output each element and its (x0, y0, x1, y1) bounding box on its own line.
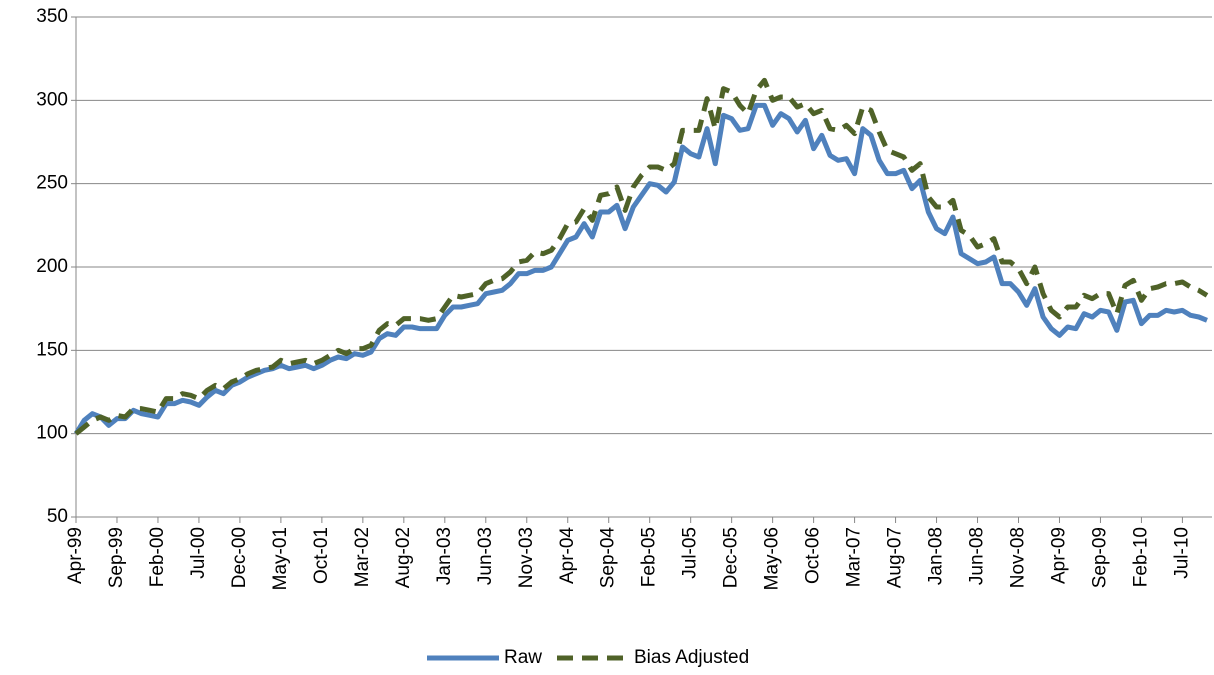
x-tick-label: Jun-08 (967, 527, 988, 585)
x-tick-label: Dec-05 (721, 527, 742, 588)
x-tick-label: Jun-03 (475, 527, 496, 585)
x-tick-label: Mar-02 (352, 527, 373, 587)
x-tick-label: Sep-04 (598, 527, 619, 589)
x-tick-label: Oct-01 (311, 527, 332, 584)
x-tick-label: Mar-07 (844, 527, 865, 587)
x-tick-label: Nov-08 (1008, 527, 1029, 588)
x-tick-label: Sep-99 (106, 527, 127, 588)
x-tick-label: Jul-10 (1171, 527, 1192, 579)
x-tick-label: Apr-04 (557, 527, 578, 584)
x-tick-label: Jan-03 (434, 527, 455, 585)
legend-label: Raw (504, 647, 542, 668)
x-tick-label: Aug-07 (885, 527, 906, 588)
x-tick-label: May-01 (270, 527, 291, 590)
x-tick-label: Feb-05 (639, 527, 660, 587)
x-tick-label: Jan-08 (926, 527, 947, 585)
y-tick-label: 350 (36, 6, 68, 27)
legend-label: Bias Adjusted (634, 647, 749, 668)
x-tick-label: Sep-09 (1089, 527, 1110, 588)
y-tick-label: 200 (36, 256, 68, 277)
y-tick-label: 300 (36, 89, 68, 110)
line-series (73, 102, 1208, 435)
x-tick-label: Feb-10 (1130, 527, 1151, 587)
x-tick-label: Jul-05 (680, 527, 701, 579)
x-tick-label: Nov-03 (516, 527, 537, 588)
x-tick-label: Apr-09 (1048, 527, 1069, 584)
y-tick-label: 150 (36, 339, 68, 360)
x-tick-label: Aug-02 (393, 527, 414, 588)
x-tick-label: Jul-00 (188, 527, 209, 579)
x-tick-label: Oct-06 (803, 527, 824, 584)
x-tick-label: May-06 (762, 527, 783, 590)
x-tick-label: Apr-99 (65, 527, 86, 584)
line-series (74, 77, 1209, 436)
y-tick-label: 250 (36, 173, 68, 194)
x-tick-label: Feb-00 (147, 527, 168, 587)
y-tick-label: 100 (36, 423, 68, 444)
x-tick-label: Dec-00 (229, 527, 250, 588)
y-tick-label: 50 (47, 506, 68, 527)
